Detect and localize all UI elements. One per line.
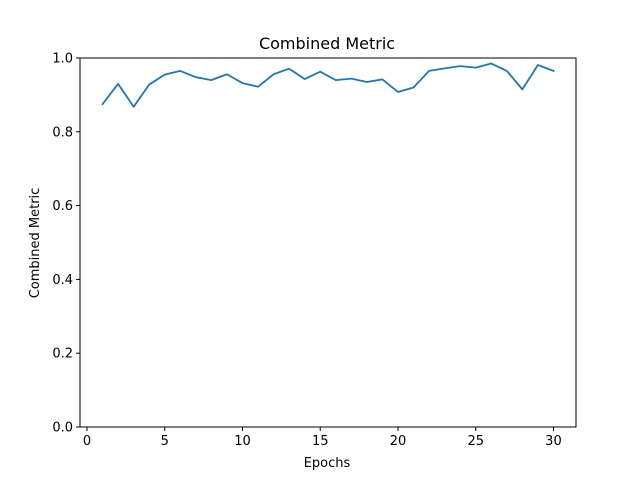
x-tick-label: 5 <box>161 434 169 449</box>
plot-area: 0 5 10 15 20 25 30 0.0 0.2 0.4 0.6 0.8 1.0 <box>52 52 577 449</box>
x-tick-label: 25 <box>467 434 484 449</box>
y-tick-label: 0.0 <box>52 421 73 436</box>
x-tick-label: 15 <box>312 434 329 449</box>
x-axis-label: Epochs <box>304 456 351 471</box>
y-tick-label: 0.4 <box>52 273 73 288</box>
x-tick-label: 30 <box>545 434 562 449</box>
x-tick-label: 0 <box>83 434 91 449</box>
y-tick-label: 0.6 <box>52 199 73 214</box>
x-tick-label: 10 <box>234 434 251 449</box>
chart-title: Combined Metric <box>259 34 395 53</box>
series-line-0 <box>101 62 555 108</box>
axes-frame <box>79 57 577 428</box>
x-tick-label: 20 <box>390 434 407 449</box>
y-tick-label: 0.8 <box>52 125 73 140</box>
y-axis-label: Combined Metric <box>28 188 43 299</box>
y-tick-label: 0.2 <box>52 347 73 362</box>
y-tick-label: 1.0 <box>52 52 73 67</box>
